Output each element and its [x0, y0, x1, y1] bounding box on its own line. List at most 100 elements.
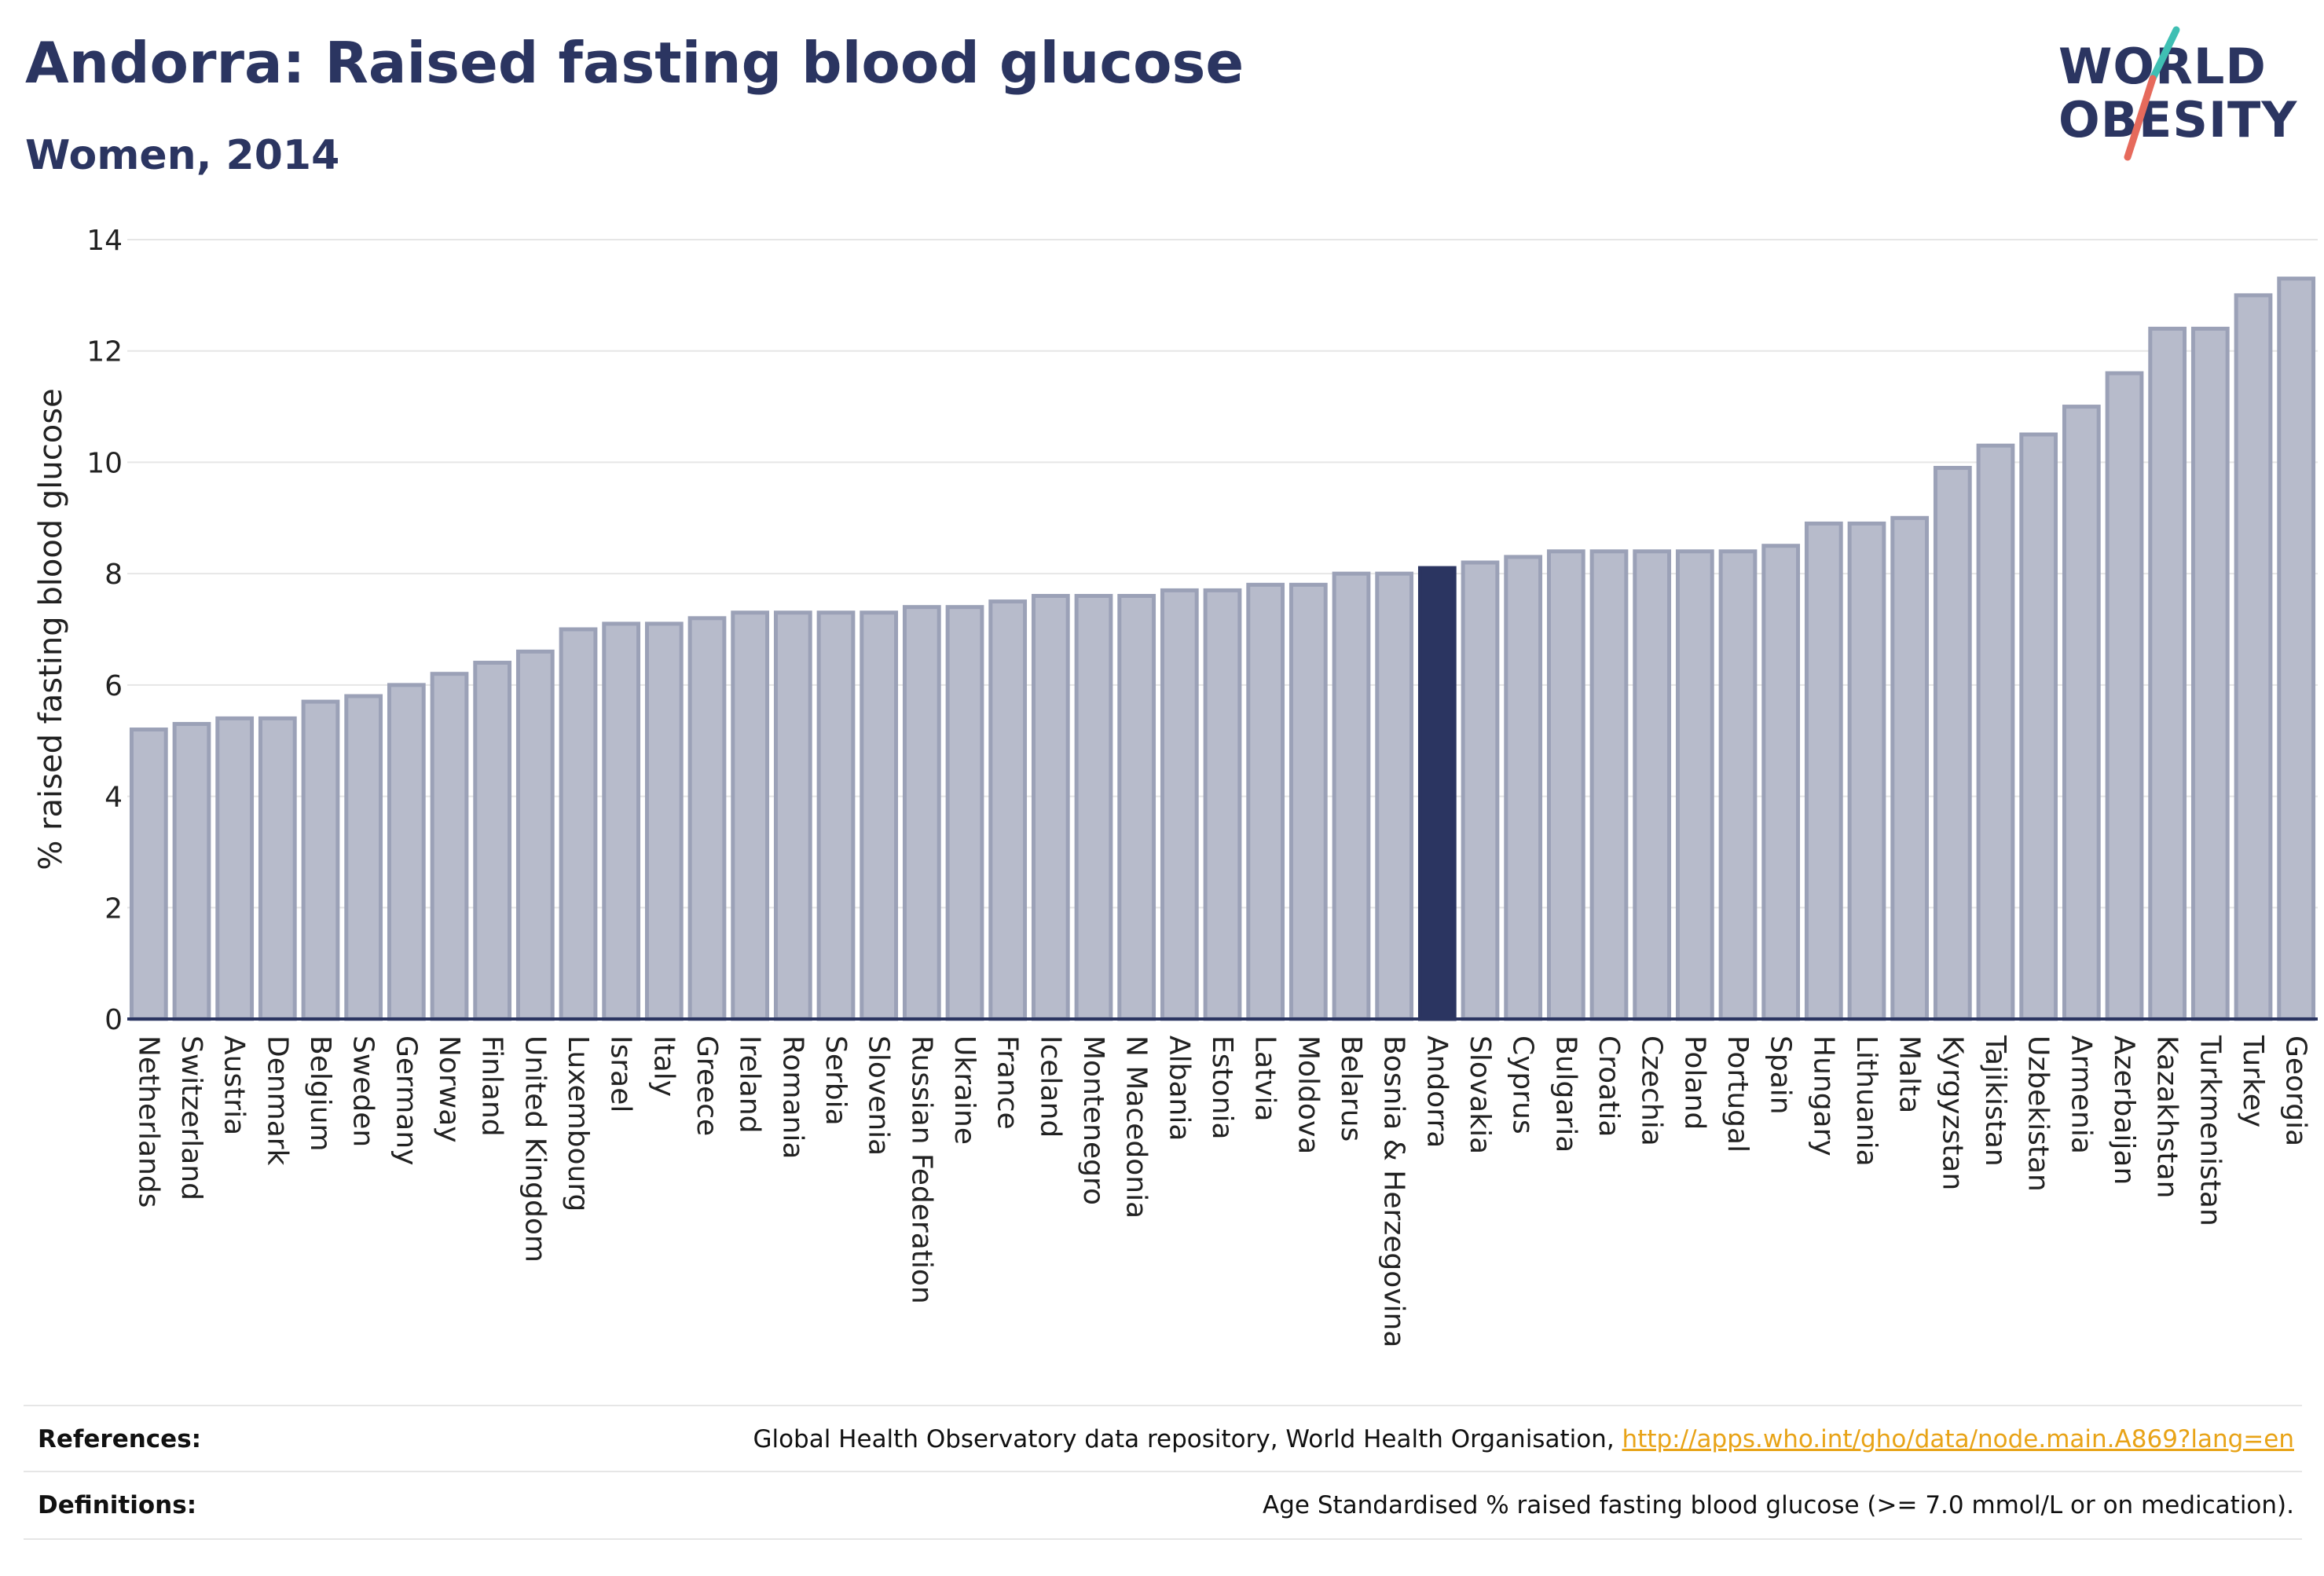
- x-tick-label: Belarus: [1335, 1035, 1367, 1142]
- bar-denmark: [258, 716, 297, 1021]
- bar-montenegro: [1074, 593, 1113, 1021]
- x-tick-label: Lithuania: [1850, 1035, 1882, 1167]
- y-tick-label: 6: [104, 670, 123, 702]
- y-axis-label: % raised fasting blood glucose: [33, 388, 69, 870]
- bar-russian-federation: [902, 605, 941, 1021]
- x-tick-label: Slovakia: [1464, 1035, 1496, 1154]
- bar-armenia: [2062, 405, 2101, 1021]
- bar-portugal: [1718, 549, 1758, 1021]
- bar-albania: [1160, 588, 1199, 1021]
- x-tick-label: Norway: [433, 1035, 465, 1143]
- x-tick-label: Turkmenistan: [2194, 1035, 2226, 1226]
- y-axis-ticks: 0 2 4 6 8 10 12 14: [86, 225, 123, 1036]
- bar-norway: [430, 672, 469, 1021]
- bar-italy: [644, 621, 684, 1021]
- references-text: Global Health Observatory data repositor…: [753, 1425, 1622, 1453]
- bar-netherlands: [129, 728, 168, 1021]
- x-tick-label: Russian Federation: [905, 1035, 937, 1304]
- x-tick-label: Germany: [390, 1035, 422, 1165]
- references-row: References: Global Health Observatory da…: [24, 1405, 2302, 1471]
- bar-turkey: [2234, 293, 2273, 1021]
- x-tick-label: Turkey: [2237, 1035, 2269, 1127]
- x-tick-label: Sweden: [347, 1035, 379, 1147]
- x-tick-label: Austria: [218, 1035, 251, 1135]
- bar-estonia: [1203, 588, 1242, 1021]
- bar-iceland: [1031, 593, 1070, 1021]
- bar-germany: [387, 683, 426, 1021]
- x-tick-label: Czechia: [1636, 1035, 1668, 1146]
- y-tick-label: 4: [104, 782, 123, 814]
- slash-mark-icon: [2124, 26, 2180, 161]
- x-tick-label: Ireland: [734, 1035, 766, 1134]
- x-tick-label: Bulgaria: [1549, 1035, 1582, 1153]
- bar-n-macedonia: [1117, 593, 1157, 1021]
- x-tick-label: Armenia: [2065, 1035, 2097, 1154]
- bar-ireland: [731, 610, 770, 1021]
- definitions-text: Age Standardised % raised fasting blood …: [1263, 1491, 2294, 1519]
- bar-ukraine: [945, 605, 984, 1021]
- x-tick-label: Poland: [1678, 1035, 1710, 1130]
- x-tick-label: Montenegro: [1077, 1035, 1109, 1205]
- x-tick-label: Moldova: [1292, 1035, 1324, 1154]
- bar-bosnia-herzegovina: [1375, 571, 1414, 1021]
- x-tick-label: Switzerland: [175, 1035, 207, 1200]
- references-value: Global Health Observatory data repositor…: [753, 1425, 2294, 1453]
- y-tick-label: 2: [104, 892, 123, 925]
- references-label: References:: [38, 1425, 202, 1453]
- bar-slovenia: [860, 610, 899, 1021]
- bar-belgium: [301, 699, 340, 1021]
- y-tick-label: 14: [86, 225, 123, 257]
- x-tick-label: Malta: [1893, 1035, 1926, 1113]
- world-obesity-logo: WORLD OBESITY: [2043, 24, 2318, 165]
- bar-slovakia: [1461, 560, 1500, 1021]
- x-tick-label: N Macedonia: [1120, 1035, 1153, 1219]
- x-tick-label: France: [992, 1035, 1024, 1130]
- bar-moldova: [1288, 582, 1328, 1021]
- bar-kazakhstan: [2148, 326, 2187, 1021]
- bar-belarus: [1332, 571, 1371, 1021]
- x-tick-label: Iceland: [1034, 1035, 1066, 1138]
- bar-poland: [1675, 549, 1714, 1021]
- x-tick-label: Kyrgyzstan: [1936, 1035, 1968, 1190]
- x-axis-ticks: Netherlands Switzerland Austria Denmark Belg…: [132, 1035, 2311, 1347]
- bar-chart: 0 2 4 6 8 10 12 14 Netherlands Switzerland Austri…: [33, 225, 2318, 1347]
- x-tick-label: Tajikistan: [1979, 1035, 2011, 1167]
- y-tick-label: 10: [86, 447, 123, 479]
- bar-serbia: [816, 610, 856, 1021]
- x-tick-label: Belgium: [304, 1035, 336, 1152]
- bar-greece: [687, 616, 727, 1021]
- x-tick-label: Estonia: [1206, 1035, 1238, 1140]
- references-link[interactable]: http://apps.who.int/gho/data/node.main.A…: [1622, 1425, 2294, 1453]
- x-tick-label: Hungary: [1807, 1035, 1839, 1156]
- x-tick-label: Romania: [776, 1035, 808, 1159]
- bar-united-kingdom: [515, 649, 555, 1021]
- bar-malta: [1890, 515, 1930, 1021]
- x-tick-label: Italy: [647, 1035, 680, 1097]
- x-tick-label: Spain: [1765, 1035, 1797, 1115]
- definitions-row: Definitions: Age Standardised % raised f…: [24, 1471, 2302, 1537]
- chart-title: Andorra: Raised fasting blood glucose: [25, 30, 1244, 96]
- bar-sweden: [344, 694, 383, 1021]
- logo-line-2: OBESITY: [2058, 91, 2298, 148]
- x-tick-label: Latvia: [1249, 1035, 1281, 1122]
- x-tick-label: Israel: [605, 1035, 637, 1112]
- bar-azerbaijan: [2105, 371, 2144, 1021]
- x-tick-label: Netherlands: [132, 1035, 164, 1208]
- x-tick-label: Georgia: [2280, 1035, 2312, 1146]
- x-tick-label: Bosnia & Herzegovina: [1378, 1035, 1410, 1347]
- x-tick-label: Azerbaijan: [2108, 1035, 2140, 1185]
- x-tick-label: United Kingdom: [519, 1035, 551, 1263]
- bar-uzbekistan: [2019, 432, 2058, 1021]
- bar-andorra: [1417, 566, 1457, 1021]
- bar-finland: [473, 661, 512, 1021]
- bar-france: [988, 599, 1028, 1021]
- chart-subtitle: Women, 2014: [25, 132, 340, 179]
- x-tick-label: Serbia: [819, 1035, 852, 1126]
- bar-croatia: [1589, 549, 1629, 1021]
- x-tick-label: Uzbekistan: [2022, 1035, 2055, 1192]
- bar-kyrgyzstan: [1933, 466, 1972, 1021]
- bar-tajikistan: [1976, 443, 2015, 1021]
- y-tick-label: 8: [104, 559, 123, 591]
- bar-hungary: [1804, 521, 1843, 1021]
- bar-spain: [1761, 544, 1801, 1021]
